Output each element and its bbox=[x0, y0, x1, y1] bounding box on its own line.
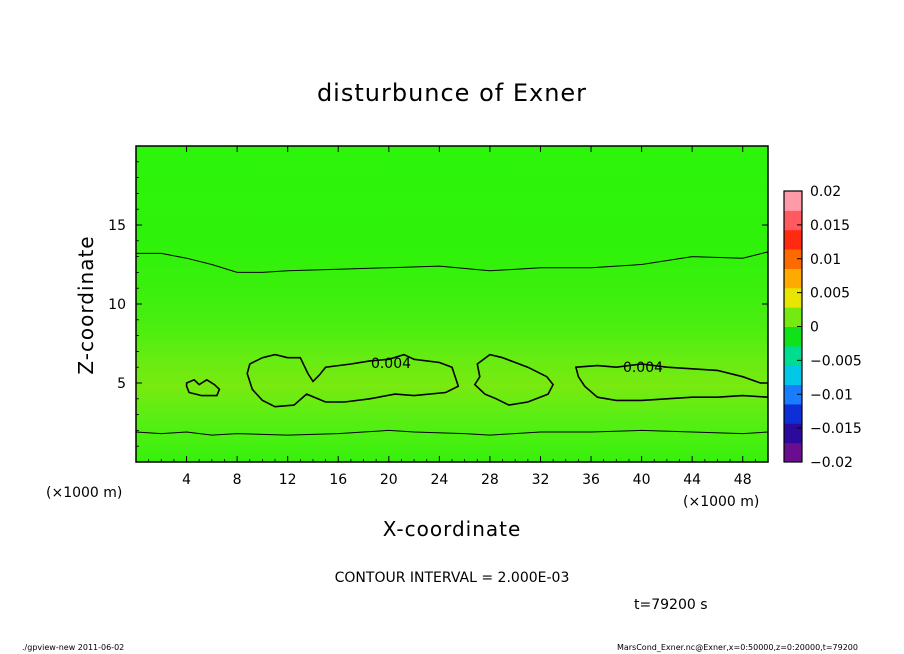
colorbar: 0.02 0.015 0.01 0.005 0 −0.005 −0.01 −0.015 −0.0… bbox=[783, 184, 862, 471]
contour-label: 0.004 bbox=[623, 360, 663, 376]
colorbar-tick-label: −0.005 bbox=[810, 353, 862, 369]
footer-left: ./gpview-new 2011-06-02 bbox=[22, 643, 124, 652]
x-tick-label: 12 bbox=[279, 472, 297, 488]
colorbar-segment bbox=[784, 423, 802, 444]
footer-right: MarsCond_Exner.nc@Exner,x=0:50000,z=0:20… bbox=[617, 643, 858, 652]
colorbar-tick-label: 0.01 bbox=[810, 252, 841, 268]
x-tick-label: 48 bbox=[734, 472, 752, 488]
y-tick-label: 5 bbox=[117, 376, 126, 392]
colorbar-segment bbox=[784, 365, 802, 386]
x-tick-label: 20 bbox=[380, 472, 398, 488]
colorbar-tick-label: 0 bbox=[810, 320, 819, 336]
colorbar-tick-label: 0.02 bbox=[810, 184, 841, 200]
colorbar-segment bbox=[784, 345, 802, 366]
colorbar-tick-label: −0.02 bbox=[810, 455, 853, 471]
colorbar-segment bbox=[784, 191, 802, 211]
contour-label: 0.004 bbox=[371, 356, 411, 372]
contour-interval-text: CONTOUR INTERVAL = 2.000E-03 bbox=[335, 570, 570, 586]
contour-line bbox=[185, 378, 221, 397]
colorbar-tick-label: 0.005 bbox=[810, 286, 850, 302]
contour-line bbox=[574, 363, 768, 402]
time-label: t=79200 s bbox=[634, 597, 708, 613]
contour-line bbox=[246, 353, 460, 408]
colorbar-segment bbox=[784, 326, 802, 347]
filled-field bbox=[136, 146, 768, 462]
x-tick-label: 36 bbox=[582, 472, 600, 488]
colorbar-segment bbox=[784, 210, 802, 231]
x-tick-label: 28 bbox=[481, 472, 499, 488]
colorbar-segment bbox=[784, 307, 802, 327]
y-tick-label: 10 bbox=[108, 297, 126, 313]
contour-line bbox=[136, 251, 768, 273]
x-tick-label: 40 bbox=[633, 472, 651, 488]
contour-line bbox=[136, 429, 768, 436]
y-unit-label: (×1000 m) bbox=[46, 485, 122, 501]
chart-title: disturbunce of Exner bbox=[317, 79, 587, 107]
x-unit-label: (×1000 m) bbox=[683, 494, 759, 510]
colorbar-segment bbox=[784, 403, 802, 424]
x-tick-label: 44 bbox=[683, 472, 701, 488]
colorbar-tick-label: −0.015 bbox=[810, 421, 862, 437]
x-tick-label: 4 bbox=[182, 472, 191, 488]
colorbar-segment bbox=[784, 268, 802, 289]
contour-line bbox=[473, 353, 555, 406]
colorbar-segment bbox=[784, 287, 802, 308]
y-axis-label: Z-coordinate bbox=[74, 235, 98, 374]
colorbar-tick-label: 0.015 bbox=[810, 218, 850, 234]
colorbar-tick-label: −0.01 bbox=[810, 387, 853, 403]
x-tick-label: 32 bbox=[532, 472, 550, 488]
x-axis-label: X-coordinate bbox=[383, 517, 522, 541]
colorbar-segment bbox=[784, 229, 802, 250]
y-tick-label: 15 bbox=[108, 218, 126, 234]
colorbar-segment bbox=[784, 249, 802, 269]
x-tick-label: 16 bbox=[329, 472, 347, 488]
colorbar-segment bbox=[784, 442, 802, 463]
x-tick-label: 24 bbox=[430, 472, 448, 488]
colorbar-segment bbox=[784, 384, 802, 405]
x-tick-label: 8 bbox=[233, 472, 242, 488]
